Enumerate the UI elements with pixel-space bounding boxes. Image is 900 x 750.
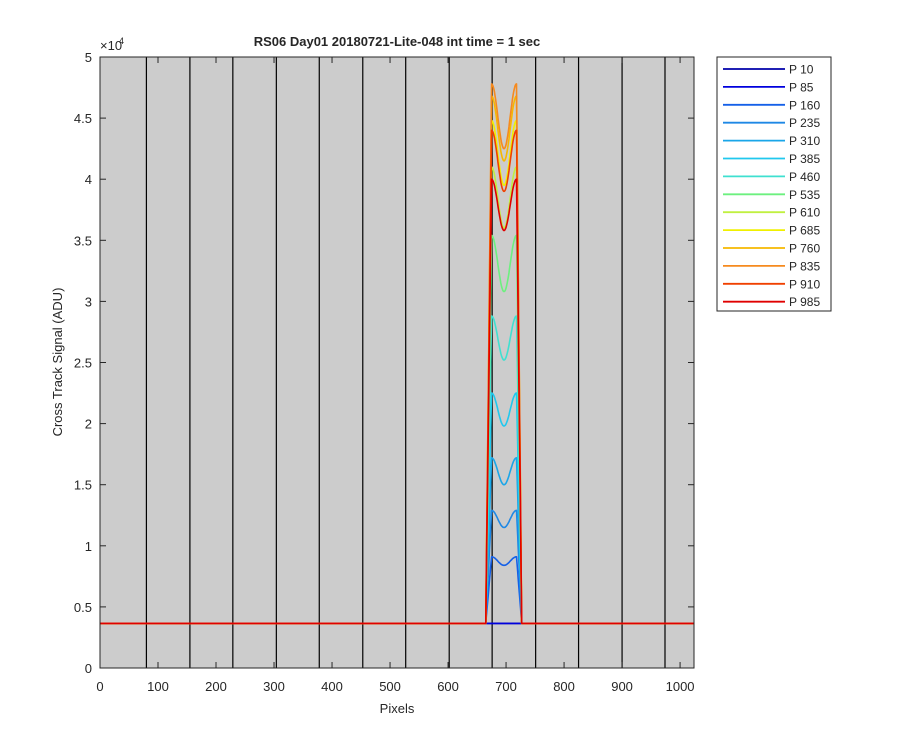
y-tick-label: 4.5 <box>74 111 92 126</box>
x-tick-label: 800 <box>553 679 575 694</box>
x-axis-label: Pixels <box>380 701 415 716</box>
y-exponent-base: ×10 <box>100 38 122 53</box>
x-tick-label: 100 <box>147 679 169 694</box>
legend-label: P 385 <box>789 152 820 166</box>
legend-label: P 10 <box>789 63 814 77</box>
y-tick-label: 4 <box>85 172 92 187</box>
y-tick-label: 3.5 <box>74 233 92 248</box>
legend-label: P 85 <box>789 80 814 94</box>
legend-label: P 610 <box>789 206 820 220</box>
y-axis: 0 0.5 1 1.5 2 2.5 3 3.5 4 4.5 5 <box>74 50 694 676</box>
x-tick-label: 700 <box>495 679 517 694</box>
y-tick-label: 0.5 <box>74 600 92 615</box>
y-tick-label: 0 <box>85 661 92 676</box>
plot-area <box>100 57 694 668</box>
legend-label: P 460 <box>789 170 820 184</box>
x-tick-label: 200 <box>205 679 227 694</box>
y-exponent-power: 4 <box>119 36 124 46</box>
legend-label: P 985 <box>789 295 820 309</box>
legend-label: P 835 <box>789 259 820 273</box>
legend-label: P 310 <box>789 134 820 148</box>
legend-label: P 685 <box>789 224 820 238</box>
y-tick-label: 2.5 <box>74 356 92 371</box>
y-tick-label: 1.5 <box>74 478 92 493</box>
series-line-p-985 <box>99 178 695 625</box>
x-tick-label: 500 <box>379 679 401 694</box>
legend-label: P 235 <box>789 116 820 130</box>
x-tick-label: 600 <box>437 679 459 694</box>
y-tick-label: 3 <box>85 294 92 309</box>
series-layer <box>99 83 695 625</box>
chart-title: RS06 Day01 20180721-Lite-048 int time = … <box>254 34 541 49</box>
x-tick-label: 400 <box>321 679 343 694</box>
x-tick-label: 300 <box>263 679 285 694</box>
x-axis: 0 100 200 300 400 500 600 700 800 900 1000 <box>96 57 695 694</box>
vertical-lines <box>145 57 666 668</box>
legend: P 10 P 85 P 160 P 235 P 310 P 385 P 460 P 535 P … <box>716 56 832 312</box>
y-tick-label: 2 <box>85 417 92 432</box>
y-tick-label: 5 <box>85 50 92 65</box>
legend-label: P 160 <box>789 98 820 112</box>
legend-box <box>716 56 832 312</box>
y-axis-label: Cross Track Signal (ADU) <box>50 288 65 437</box>
legend-label: P 535 <box>789 188 820 202</box>
x-tick-label: 0 <box>96 679 103 694</box>
x-tick-label: 900 <box>611 679 633 694</box>
x-tick-label: 1000 <box>666 679 695 694</box>
legend-label: P 760 <box>789 242 820 256</box>
legend-label: P 910 <box>789 277 820 291</box>
y-tick-label: 1 <box>85 539 92 554</box>
